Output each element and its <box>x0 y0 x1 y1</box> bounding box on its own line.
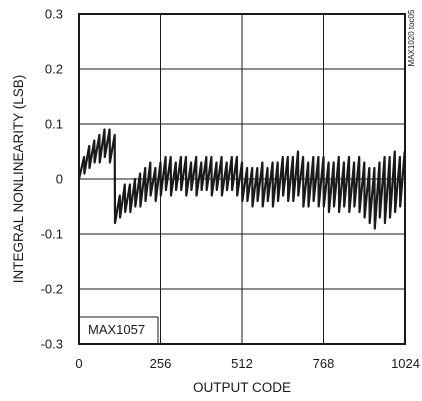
data-layer <box>77 128 406 230</box>
y-axis-title: INTEGRAL NONLINEARITY (LSB) <box>11 75 26 284</box>
plot-frame <box>78 13 406 345</box>
y-tick-label: 0.3 <box>45 7 63 22</box>
tick-labels: 0 256 512 768 1024 -0.3 -0.2 -0.1 0 0.1 0.2 0.3 <box>41 7 420 372</box>
y-tick-label: -0.3 <box>41 337 63 352</box>
x-tick-label: 256 <box>150 356 172 371</box>
y-tick-label: 0 <box>56 172 63 187</box>
x-axis-title: OUTPUT CODE <box>193 380 291 395</box>
x-tick-label: 0 <box>75 356 82 371</box>
annotation-box: MAX1057 <box>79 316 159 344</box>
x-tick-label: 768 <box>313 356 335 371</box>
annotation-label: MAX1057 <box>88 322 145 337</box>
y-tick-label: -0.1 <box>41 227 63 242</box>
y-tick-label: -0.2 <box>41 282 63 297</box>
inl-series-line <box>77 128 406 230</box>
figure-tag: MAX1020 toc05 <box>407 9 416 66</box>
y-tick-label: 0.2 <box>45 62 63 77</box>
x-tick-label: 512 <box>231 356 253 371</box>
y-tick-label: 0.1 <box>45 117 63 132</box>
x-tick-label: 1024 <box>391 356 420 371</box>
